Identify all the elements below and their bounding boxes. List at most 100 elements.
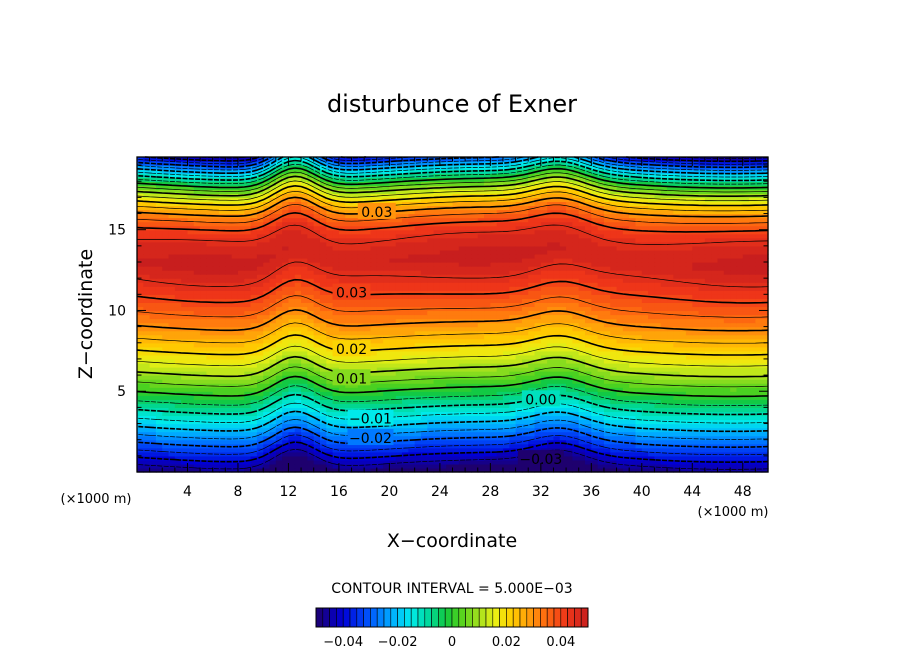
- contour-cell: [263, 346, 271, 352]
- contour-cell: [446, 314, 454, 320]
- contour-cell: [446, 455, 454, 461]
- contour-cell: [597, 467, 605, 473]
- contour-cell: [275, 314, 283, 320]
- contour-cell: [673, 399, 681, 404]
- contour-cell: [155, 274, 163, 279]
- contour-cell: [641, 419, 649, 425]
- contour-cell: [496, 439, 504, 445]
- contour-cell: [603, 411, 611, 417]
- contour-cell: [452, 286, 460, 291]
- contour-cell: [711, 379, 719, 384]
- contour-cell: [490, 379, 498, 384]
- contour-cell: [351, 274, 359, 279]
- contour-cell: [471, 383, 479, 388]
- contour-cell: [414, 463, 422, 469]
- contour-cell: [345, 314, 353, 320]
- contour-cell: [509, 326, 517, 332]
- contour-cell: [301, 274, 308, 279]
- contour-cell: [648, 286, 656, 291]
- contour-cell: [389, 322, 397, 328]
- contour-cell: [275, 375, 283, 380]
- contour-cell: [427, 298, 435, 303]
- contour-cell: [212, 334, 220, 340]
- contour-cell: [168, 306, 176, 312]
- contour-cell: [269, 467, 277, 473]
- contour-cell: [673, 302, 681, 308]
- contour-cell: [420, 427, 428, 433]
- contour-cell: [629, 403, 637, 408]
- contour-cell: [692, 290, 700, 295]
- contour-cell: [559, 423, 567, 429]
- contour-cell: [155, 467, 163, 473]
- contour-cell: [616, 391, 624, 396]
- contour-cell: [685, 387, 693, 392]
- contour-cell: [219, 439, 226, 445]
- contour-cell: [351, 354, 359, 360]
- contour-cell: [761, 435, 769, 441]
- contour-cell: [685, 391, 693, 396]
- contour-cell: [616, 338, 624, 344]
- contour-cell: [181, 318, 189, 324]
- contour-cell: [496, 314, 504, 320]
- contour-cell: [439, 290, 447, 295]
- contour-cell: [357, 358, 365, 364]
- contour-cell: [749, 415, 756, 421]
- contour-cell: [704, 270, 712, 275]
- contour-cell: [155, 278, 163, 283]
- contour-cell: [641, 367, 649, 372]
- contour-cell: [294, 431, 302, 437]
- contour-cell: [585, 375, 592, 380]
- contour-cell: [193, 334, 201, 340]
- contour-cell: [225, 298, 233, 303]
- contour-cell: [446, 447, 454, 453]
- contour-cell: [496, 294, 504, 299]
- contour-cell: [673, 346, 681, 352]
- contour-cell: [395, 419, 403, 425]
- contour-cell: [559, 367, 567, 372]
- contour-cell: [402, 447, 409, 453]
- contour-cell: [667, 282, 674, 287]
- contour-cell: [591, 399, 599, 404]
- contour-cell: [717, 302, 725, 308]
- contour-cell: [723, 371, 731, 376]
- contour-cell: [370, 282, 378, 287]
- contour-cell: [502, 330, 510, 336]
- contour-cell: [490, 330, 498, 336]
- contour-cell: [231, 346, 239, 352]
- contour-cell: [414, 375, 422, 380]
- contour-cell: [433, 278, 441, 283]
- contour-cell: [338, 334, 346, 340]
- contour-cell: [515, 375, 523, 380]
- contour-cell: [484, 383, 491, 388]
- contour-cell: [162, 358, 170, 364]
- contour-cell: [667, 463, 674, 469]
- contour-cell: [578, 350, 586, 356]
- contour-cell: [496, 358, 504, 364]
- contour-cell: [420, 419, 428, 425]
- contour-cell: [761, 282, 769, 287]
- contour-cell: [414, 302, 422, 308]
- contour-cell: [319, 423, 327, 429]
- contour-cell: [414, 391, 422, 396]
- contour-cell: [521, 342, 529, 348]
- contour-cell: [402, 463, 409, 469]
- contour-cell: [200, 459, 208, 465]
- contour-cell: [471, 290, 479, 295]
- contour-cell: [294, 346, 302, 352]
- contour-cell: [610, 427, 618, 433]
- contour-cell: [521, 467, 529, 473]
- contour-cell: [736, 447, 744, 453]
- contour-cell: [269, 419, 277, 425]
- contour-cell: [603, 302, 611, 308]
- contour-cell: [679, 467, 687, 473]
- contour-cell: [370, 391, 378, 396]
- contour-cell: [591, 306, 599, 312]
- contour-cell: [357, 306, 365, 312]
- contour-cell: [490, 427, 498, 433]
- contour-cell: [629, 362, 637, 368]
- contour-cell: [679, 435, 687, 441]
- contour-cell: [452, 314, 460, 320]
- contour-cell: [566, 431, 573, 437]
- contour-cell: [736, 322, 744, 328]
- contour-cell: [730, 354, 738, 360]
